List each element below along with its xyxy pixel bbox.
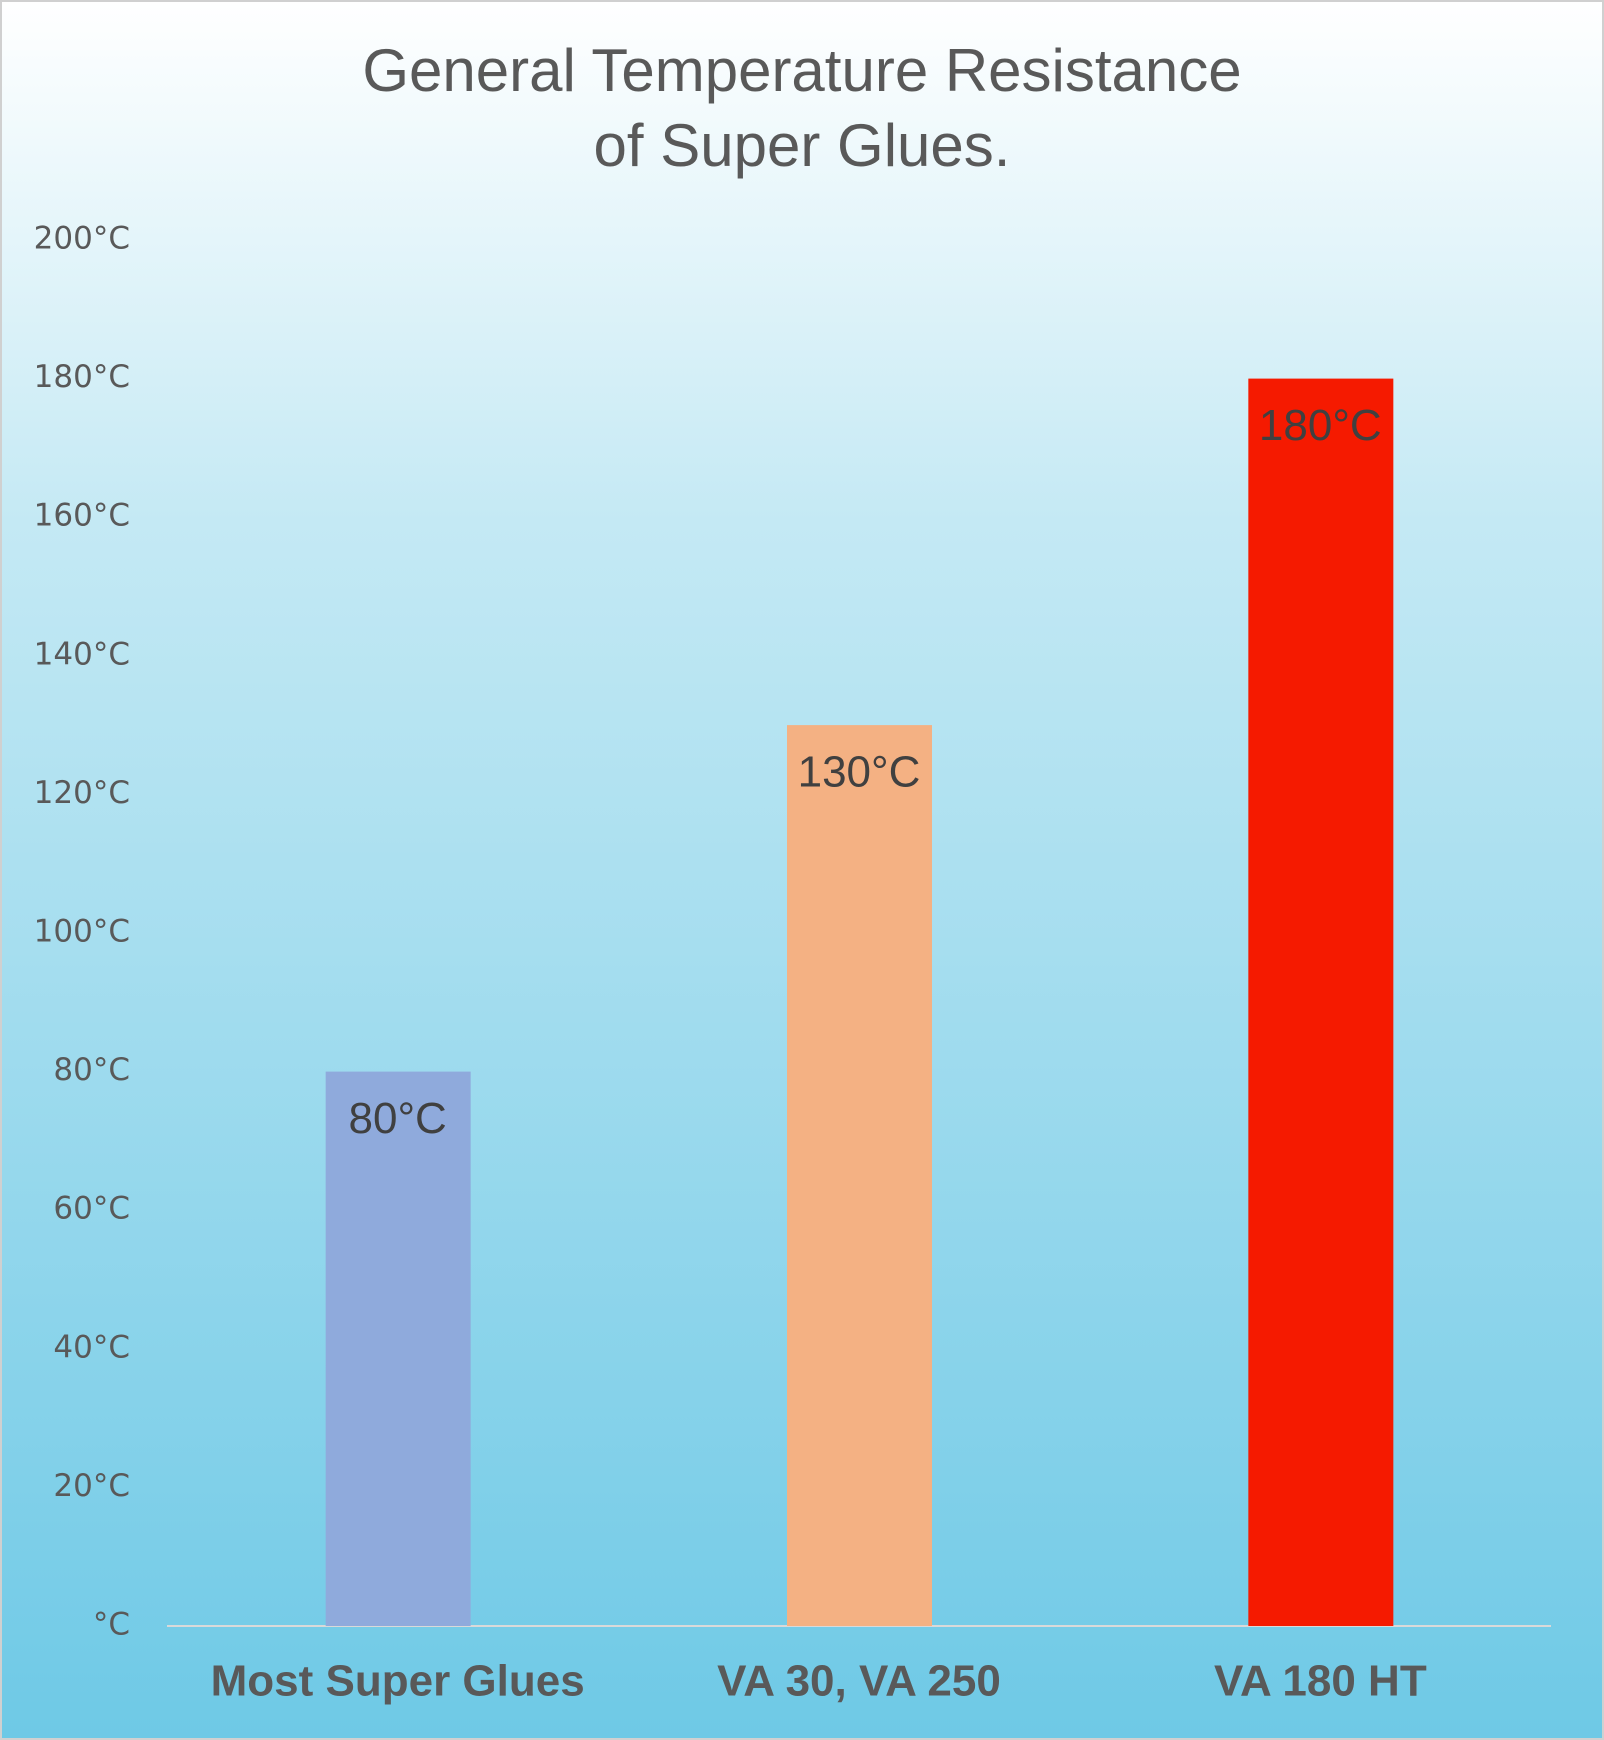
y-tick-label: 60°C — [53, 1191, 130, 1227]
chart-title: General Temperature Resistance — [362, 37, 1241, 104]
y-tick-label: 180°C — [34, 359, 130, 395]
y-tick-label: °C — [93, 1607, 130, 1643]
x-tick-label: Most Super Glues — [211, 1657, 585, 1706]
y-tick-label: 40°C — [53, 1329, 130, 1365]
value-label: 130°C — [798, 748, 921, 797]
y-tick-label: 160°C — [34, 498, 130, 534]
y-tick-label: 100°C — [34, 914, 130, 950]
y-tick-label: 200°C — [34, 221, 130, 257]
bar — [1248, 378, 1394, 1627]
bar — [325, 1071, 471, 1626]
y-tick-label: 140°C — [34, 636, 130, 672]
value-label: 180°C — [1259, 401, 1382, 450]
x-tick-label: VA 30, VA 250 — [717, 1657, 1001, 1706]
y-tick-label: 120°C — [34, 775, 130, 811]
x-tick-label: VA 180 HT — [1214, 1657, 1427, 1706]
y-tick-label: 20°C — [53, 1468, 130, 1504]
y-tick-label: 80°C — [53, 1052, 130, 1088]
value-label: 80°C — [349, 1094, 447, 1143]
bar — [787, 725, 932, 1626]
chart-title: of Super Glues. — [594, 112, 1011, 179]
